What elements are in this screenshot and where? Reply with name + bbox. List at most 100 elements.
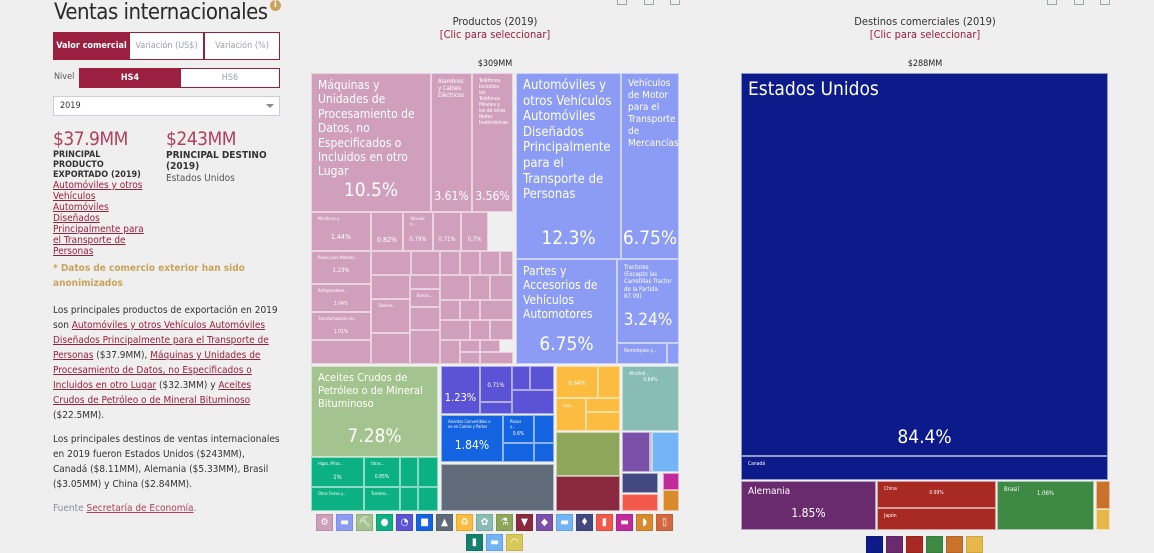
product-tile[interactable]: Máquinas y Unidades de Procesamiento de … (311, 73, 431, 212)
product-tile[interactable]: Tableros... (371, 299, 410, 333)
treemap-subtile[interactable] (480, 340, 500, 352)
asia-icon[interactable] (906, 536, 923, 553)
foodstuffs-icon[interactable]: ✿ (476, 514, 493, 531)
product-tile[interactable]: Higos, Piñas... 1% (311, 457, 364, 487)
machinery-icon[interactable]: ⚙ (316, 514, 333, 531)
destination-tile[interactable]: Alemania 1.85% (741, 481, 876, 530)
product-tile[interactable]: Remolques y... (617, 343, 667, 364)
year-select[interactable]: 2019 (53, 96, 280, 116)
destination-tile[interactable] (1096, 509, 1110, 530)
north-america-icon[interactable] (866, 536, 883, 553)
treemap-subtile[interactable] (500, 251, 513, 275)
treemap-subtile[interactable] (586, 412, 620, 431)
product-tile[interactable] (556, 476, 620, 511)
product-tile[interactable] (663, 490, 679, 511)
animals-icon[interactable]: ▬ (556, 514, 573, 531)
product-tile[interactable]: Transformadores de... 1.01% (311, 312, 371, 340)
miscellaneous-icon[interactable]: ■ (416, 514, 433, 531)
treemap-subtile[interactable] (470, 320, 490, 340)
treemap-subtile[interactable] (400, 457, 418, 487)
treemap-subtile[interactable] (470, 275, 490, 300)
treemap-subtile[interactable] (512, 366, 530, 390)
product-tile[interactable]: Los... (556, 398, 586, 431)
treemap-subtile[interactable] (440, 320, 470, 340)
product-link-3[interactable]: Aceites Crudos de Petróleo o de Mineral … (53, 380, 252, 406)
tab-hs6[interactable]: HS6 (180, 68, 280, 88)
source-link[interactable]: Secretaría de Economía (86, 503, 194, 514)
instruments-icon[interactable]: ◔ (396, 514, 413, 531)
treemap-subtile[interactable] (371, 333, 410, 364)
tab-hs4[interactable]: HS4 (79, 68, 181, 88)
product-tile[interactable]: Tractores (Excepto las Carretillas Tract… (617, 259, 679, 343)
tab-variacion-usd[interactable]: Variación (US$) (129, 32, 204, 60)
treemap-subtile[interactable] (371, 275, 410, 299)
product-tile[interactable]: Aceites Crudos de Petróleo o de Mineral … (311, 366, 438, 457)
destination-tile[interactable]: China 0.99% (877, 481, 996, 508)
product-tile[interactable]: Otros... 0.85% (364, 457, 400, 487)
treemap-subtile[interactable] (586, 398, 620, 412)
animal-fats-icon[interactable]: ▮ (466, 534, 483, 551)
info-icon[interactable]: i (269, 0, 281, 11)
treemap-subtile[interactable] (440, 251, 460, 275)
product-tile[interactable]: Barras... (410, 289, 440, 307)
product-tile[interactable] (556, 432, 620, 476)
treemap-subtile[interactable] (410, 330, 440, 364)
product-tile[interactable] (441, 464, 554, 511)
chemicals-icon[interactable]: ⚗ (496, 514, 513, 531)
table-icon[interactable] (617, 0, 627, 5)
paper-icon[interactable]: ▮ (596, 514, 613, 531)
arms-icon[interactable]: ▬ (486, 534, 503, 551)
treemap-subtile[interactable] (667, 343, 679, 364)
treemap-subtile[interactable] (534, 415, 554, 443)
footwear-icon[interactable]: ▬ (616, 514, 633, 531)
treemap-subtile[interactable] (480, 300, 513, 320)
oceania-icon[interactable] (966, 536, 983, 553)
treemap-subtile[interactable] (418, 457, 438, 487)
top-product-link[interactable]: Automóviles y otros Vehículos Automóvile… (53, 180, 144, 257)
product-tile[interactable]: Automóviles y otros Vehículos Automóvile… (516, 73, 621, 259)
product-tile[interactable]: Piezas para Motores... 1.23% (311, 251, 371, 284)
vegetables-icon[interactable]: ● (376, 514, 393, 531)
treemap-subtile[interactable] (480, 251, 500, 275)
destination-tile[interactable]: Japón (877, 508, 996, 530)
table-icon[interactable] (1047, 0, 1057, 5)
treemap-subtile[interactable] (410, 307, 440, 330)
tab-valor-comercial[interactable]: Valor comercial (53, 32, 130, 60)
product-tile[interactable]: Otros Frutos y... (311, 487, 364, 511)
product-tile[interactable]: 0.64% (556, 366, 598, 398)
hides-icon[interactable]: ◗ (636, 514, 653, 531)
product-tile[interactable]: Válvulas y... 0.79% (403, 212, 433, 251)
treemap-subtile[interactable] (440, 275, 470, 300)
product-tile[interactable]: Tomates... (364, 487, 400, 511)
destination-tile[interactable]: Canadá (741, 456, 1108, 480)
treemap-subtile[interactable] (418, 487, 438, 511)
destinations-select-hint[interactable]: [Clic para seleccionar] (869, 28, 981, 41)
treemap-subtile[interactable] (512, 390, 554, 414)
treemap-subtile[interactable] (460, 340, 480, 352)
product-tile[interactable]: Piezas y... 0.6% (503, 415, 534, 443)
document-icon[interactable] (1100, 0, 1110, 5)
treemap-subtile[interactable] (480, 352, 513, 364)
products-select-hint[interactable]: [Clic para seleccionar] (439, 28, 551, 41)
product-tile[interactable] (622, 473, 658, 493)
treemap-subtile[interactable] (490, 320, 513, 340)
product-tile[interactable]: 0.7% (461, 212, 488, 251)
transport-icon[interactable]: ▬ (336, 514, 353, 531)
treemap-subtile[interactable] (460, 300, 480, 320)
treemap-subtile[interactable] (650, 432, 652, 472)
destination-tile[interactable]: Estados Unidos 84.4% (741, 73, 1108, 456)
image-icon[interactable] (644, 0, 654, 5)
product-tile[interactable]: Teléfonos, Incluidos los Teléfonos Móvil… (472, 73, 513, 212)
precious-metals-icon[interactable]: ♦ (576, 514, 593, 531)
product-tile[interactable]: Asientos Convertibles o no en Camas y Pa… (441, 415, 503, 462)
treemap-subtile[interactable] (440, 300, 460, 320)
europe-icon[interactable] (886, 536, 903, 553)
treemap-subtile[interactable] (460, 352, 480, 364)
textiles-icon[interactable]: ▼ (516, 514, 533, 531)
treemap-subtile[interactable] (460, 251, 480, 275)
stone-icon[interactable]: ◆ (536, 514, 553, 531)
product-tile[interactable]: 1.23% (441, 366, 480, 414)
treemap-subtile[interactable] (410, 275, 440, 289)
product-tile[interactable]: 0.82% (371, 212, 403, 251)
product-tile[interactable] (622, 494, 658, 511)
